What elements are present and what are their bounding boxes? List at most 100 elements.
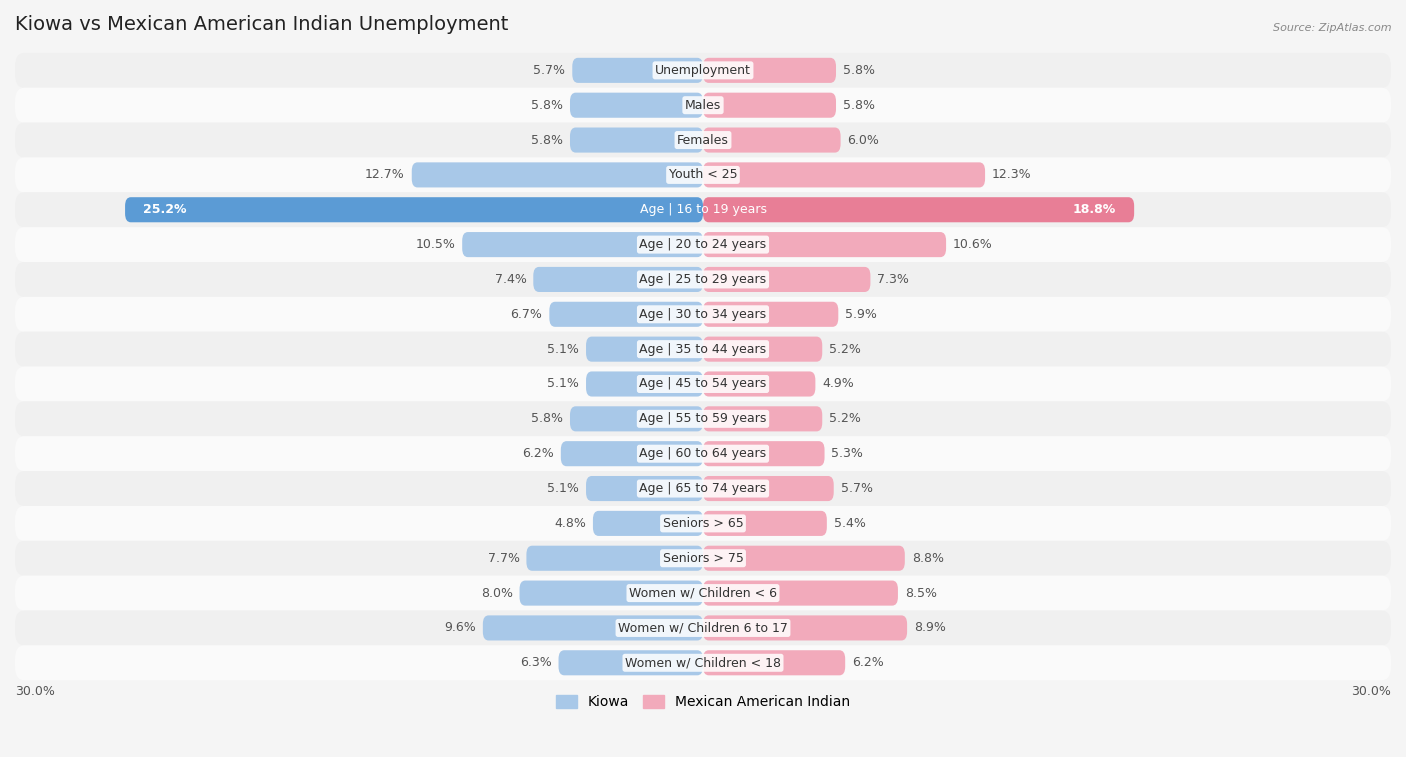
Text: 7.7%: 7.7%	[488, 552, 520, 565]
FancyBboxPatch shape	[15, 262, 1391, 297]
Text: Age | 45 to 54 years: Age | 45 to 54 years	[640, 378, 766, 391]
Legend: Kiowa, Mexican American Indian: Kiowa, Mexican American Indian	[550, 690, 856, 715]
FancyBboxPatch shape	[569, 92, 703, 118]
Text: 4.8%: 4.8%	[554, 517, 586, 530]
FancyBboxPatch shape	[703, 615, 907, 640]
FancyBboxPatch shape	[15, 401, 1391, 436]
FancyBboxPatch shape	[593, 511, 703, 536]
FancyBboxPatch shape	[463, 232, 703, 257]
FancyBboxPatch shape	[15, 53, 1391, 88]
Text: 5.7%: 5.7%	[841, 482, 873, 495]
Text: 5.8%: 5.8%	[842, 98, 875, 112]
Text: 18.8%: 18.8%	[1073, 203, 1116, 217]
FancyBboxPatch shape	[15, 471, 1391, 506]
Text: Seniors > 65: Seniors > 65	[662, 517, 744, 530]
FancyBboxPatch shape	[586, 337, 703, 362]
FancyBboxPatch shape	[15, 123, 1391, 157]
Text: 6.3%: 6.3%	[520, 656, 551, 669]
Text: 5.8%: 5.8%	[531, 413, 564, 425]
Text: Age | 20 to 24 years: Age | 20 to 24 years	[640, 238, 766, 251]
FancyBboxPatch shape	[15, 297, 1391, 332]
Text: Females: Females	[678, 133, 728, 147]
Text: 10.6%: 10.6%	[953, 238, 993, 251]
FancyBboxPatch shape	[15, 88, 1391, 123]
FancyBboxPatch shape	[533, 267, 703, 292]
Text: 5.8%: 5.8%	[531, 133, 564, 147]
FancyBboxPatch shape	[586, 372, 703, 397]
FancyBboxPatch shape	[15, 332, 1391, 366]
Text: Age | 55 to 59 years: Age | 55 to 59 years	[640, 413, 766, 425]
Text: 6.7%: 6.7%	[510, 308, 543, 321]
Text: 7.4%: 7.4%	[495, 273, 526, 286]
FancyBboxPatch shape	[125, 198, 703, 223]
FancyBboxPatch shape	[550, 302, 703, 327]
Text: 10.5%: 10.5%	[415, 238, 456, 251]
Text: 9.6%: 9.6%	[444, 621, 477, 634]
FancyBboxPatch shape	[15, 575, 1391, 610]
Text: 5.7%: 5.7%	[533, 64, 565, 77]
Text: 6.2%: 6.2%	[852, 656, 884, 669]
Text: 5.8%: 5.8%	[842, 64, 875, 77]
FancyBboxPatch shape	[703, 127, 841, 153]
FancyBboxPatch shape	[703, 198, 1135, 223]
FancyBboxPatch shape	[15, 227, 1391, 262]
Text: Women w/ Children 6 to 17: Women w/ Children 6 to 17	[619, 621, 787, 634]
Text: Age | 35 to 44 years: Age | 35 to 44 years	[640, 343, 766, 356]
FancyBboxPatch shape	[520, 581, 703, 606]
Text: Males: Males	[685, 98, 721, 112]
Text: Seniors > 75: Seniors > 75	[662, 552, 744, 565]
Text: Age | 65 to 74 years: Age | 65 to 74 years	[640, 482, 766, 495]
FancyBboxPatch shape	[703, 476, 834, 501]
FancyBboxPatch shape	[412, 162, 703, 188]
FancyBboxPatch shape	[703, 441, 824, 466]
FancyBboxPatch shape	[569, 407, 703, 431]
Text: 5.2%: 5.2%	[830, 413, 860, 425]
Text: Source: ZipAtlas.com: Source: ZipAtlas.com	[1274, 23, 1392, 33]
Text: 6.0%: 6.0%	[848, 133, 879, 147]
FancyBboxPatch shape	[561, 441, 703, 466]
Text: Age | 30 to 34 years: Age | 30 to 34 years	[640, 308, 766, 321]
Text: 5.1%: 5.1%	[547, 378, 579, 391]
FancyBboxPatch shape	[569, 127, 703, 153]
Text: Youth < 25: Youth < 25	[669, 168, 737, 182]
FancyBboxPatch shape	[703, 92, 837, 118]
Text: 30.0%: 30.0%	[1351, 685, 1391, 699]
Text: 5.1%: 5.1%	[547, 343, 579, 356]
Text: Age | 16 to 19 years: Age | 16 to 19 years	[640, 203, 766, 217]
Text: 12.3%: 12.3%	[993, 168, 1032, 182]
FancyBboxPatch shape	[482, 615, 703, 640]
FancyBboxPatch shape	[586, 476, 703, 501]
FancyBboxPatch shape	[15, 540, 1391, 575]
Text: 5.3%: 5.3%	[831, 447, 863, 460]
Text: 6.2%: 6.2%	[522, 447, 554, 460]
Text: Age | 60 to 64 years: Age | 60 to 64 years	[640, 447, 766, 460]
Text: 4.9%: 4.9%	[823, 378, 853, 391]
Text: Age | 25 to 29 years: Age | 25 to 29 years	[640, 273, 766, 286]
FancyBboxPatch shape	[703, 162, 986, 188]
Text: 5.8%: 5.8%	[531, 98, 564, 112]
Text: 8.9%: 8.9%	[914, 621, 946, 634]
Text: 5.9%: 5.9%	[845, 308, 877, 321]
FancyBboxPatch shape	[703, 58, 837, 83]
FancyBboxPatch shape	[526, 546, 703, 571]
Text: 5.2%: 5.2%	[830, 343, 860, 356]
Text: 30.0%: 30.0%	[15, 685, 55, 699]
FancyBboxPatch shape	[15, 610, 1391, 646]
Text: 5.1%: 5.1%	[547, 482, 579, 495]
Text: 25.2%: 25.2%	[143, 203, 187, 217]
Text: 8.5%: 8.5%	[905, 587, 936, 600]
FancyBboxPatch shape	[15, 506, 1391, 540]
FancyBboxPatch shape	[15, 192, 1391, 227]
Text: 8.8%: 8.8%	[911, 552, 943, 565]
FancyBboxPatch shape	[703, 302, 838, 327]
Text: Women w/ Children < 18: Women w/ Children < 18	[626, 656, 780, 669]
FancyBboxPatch shape	[558, 650, 703, 675]
FancyBboxPatch shape	[703, 546, 905, 571]
FancyBboxPatch shape	[703, 581, 898, 606]
FancyBboxPatch shape	[703, 511, 827, 536]
FancyBboxPatch shape	[572, 58, 703, 83]
Text: 8.0%: 8.0%	[481, 587, 513, 600]
Text: Women w/ Children < 6: Women w/ Children < 6	[628, 587, 778, 600]
Text: 12.7%: 12.7%	[366, 168, 405, 182]
FancyBboxPatch shape	[703, 372, 815, 397]
